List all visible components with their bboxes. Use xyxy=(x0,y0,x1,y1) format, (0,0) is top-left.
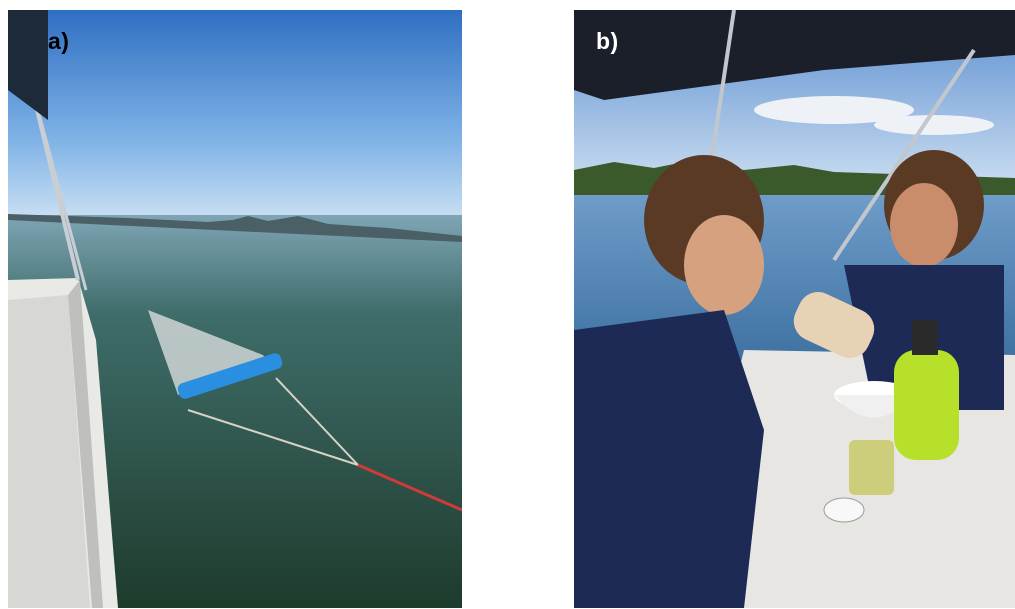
panel-a: a) xyxy=(8,10,462,608)
panel-b: b) xyxy=(574,10,1015,608)
photo-net-tow xyxy=(8,10,462,608)
panel-label-a: a) xyxy=(48,28,69,55)
photo-sample-filtering xyxy=(574,10,1015,608)
panel-label-b: b) xyxy=(596,28,619,55)
